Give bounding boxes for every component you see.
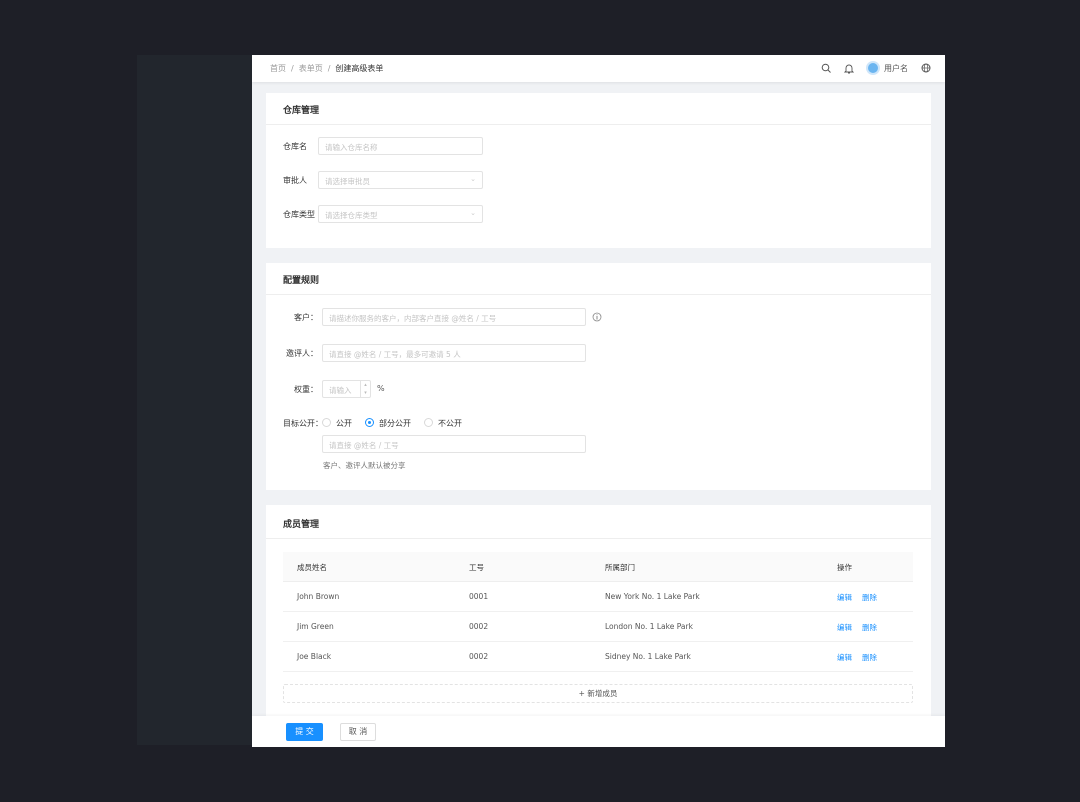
rules-card: 配置规则 客户： 请描述你服务的客户，内部客户直接 @姓名 / 工号 邀评人： … — [266, 263, 931, 490]
warehouse-name-label: 仓库名 — [283, 142, 307, 151]
warehouse-type-label: 仓库类型 — [283, 210, 315, 219]
side-panel — [137, 55, 252, 745]
approver-placeholder: 请选择审批员 — [325, 177, 370, 186]
member-id: 0002 — [469, 622, 489, 631]
radio-partial-label[interactable]: 部分公开 — [379, 419, 411, 428]
share-input[interactable]: 请直接 @姓名 / 工号 — [322, 435, 586, 453]
column-dept: 所属部门 — [605, 563, 635, 572]
edit-link[interactable]: 编辑 — [837, 623, 852, 632]
member-name: Joe Black — [297, 652, 332, 661]
delete-link[interactable]: 删除 — [862, 623, 877, 632]
radio-private-label[interactable]: 不公开 — [438, 419, 462, 428]
public-label: 目标公开： — [283, 419, 323, 428]
member-dept: Sidney No. 1 Lake Park — [605, 652, 691, 661]
app-window: 首页 / 表单页 / 创建高级表单 用户名 仓库管理 仓库名 请输入仓库名称 审批人 请… — [252, 55, 945, 747]
delete-link[interactable]: 删除 — [862, 593, 877, 602]
customer-input[interactable]: 请描述你服务的客户，内部客户直接 @姓名 / 工号 — [322, 308, 586, 326]
help-text: 客户、邀评人默认被分享 — [323, 461, 406, 470]
avatar[interactable] — [866, 61, 880, 75]
breadcrumb-home[interactable]: 首页 — [270, 64, 286, 73]
chevron-down-icon: ⌄ — [470, 175, 476, 183]
weight-input[interactable]: 请输入 ▴ ▾ — [322, 380, 371, 398]
bell-icon[interactable] — [844, 63, 854, 74]
divider — [266, 124, 931, 125]
add-member-button[interactable]: + 新增成员 — [283, 684, 913, 703]
table-row: Joe Black 0002 Sidney No. 1 Lake Park 编辑… — [283, 642, 913, 672]
column-name: 成员姓名 — [297, 563, 327, 572]
table-header: 成员姓名 工号 所属部门 操作 — [283, 552, 913, 582]
username[interactable]: 用户名 — [884, 64, 908, 73]
add-member-label: 新增成员 — [587, 689, 618, 698]
member-id: 0001 — [469, 592, 489, 601]
chevron-down-icon: ⌄ — [470, 209, 476, 217]
number-stepper[interactable]: ▴ ▾ — [360, 381, 370, 397]
radio-partial[interactable] — [365, 418, 374, 427]
weight-label: 权重： — [294, 385, 318, 394]
breadcrumb-current: 创建高级表单 — [335, 64, 384, 73]
invitee-input[interactable]: 请直接 @姓名 / 工号，最多可邀请 5 人 — [322, 344, 586, 362]
radio-public[interactable] — [322, 418, 331, 427]
member-dept: New York No. 1 Lake Park — [605, 592, 700, 601]
radio-private[interactable] — [424, 418, 433, 427]
warehouse-card: 仓库管理 仓库名 请输入仓库名称 审批人 请选择审批员 ⌄ 仓库类型 请选择仓库类… — [266, 93, 931, 248]
edit-link[interactable]: 编辑 — [837, 593, 852, 602]
column-actions: 操作 — [837, 563, 852, 572]
member-name: John Brown — [297, 592, 340, 601]
top-header: 首页 / 表单页 / 创建高级表单 用户名 — [252, 55, 945, 82]
divider — [266, 538, 931, 539]
approver-select[interactable]: 请选择审批员 ⌄ — [318, 171, 483, 189]
card-title: 成员管理 — [283, 520, 320, 530]
table-row: Jim Green 0002 London No. 1 Lake Park 编辑… — [283, 612, 913, 642]
weight-placeholder: 请输入 — [329, 386, 352, 395]
invitee-label: 邀评人： — [286, 349, 318, 358]
search-icon[interactable] — [821, 63, 831, 73]
customer-label: 客户： — [294, 313, 318, 322]
weight-unit: % — [377, 384, 385, 393]
delete-link[interactable]: 删除 — [862, 653, 877, 662]
warehouse-name-input[interactable]: 请输入仓库名称 — [318, 137, 483, 155]
table-row: John Brown 0001 New York No. 1 Lake Park… — [283, 582, 913, 612]
breadcrumb: 首页 / 表单页 / 创建高级表单 — [270, 64, 384, 73]
plus-icon: + — [578, 689, 588, 698]
member-dept: London No. 1 Lake Park — [605, 622, 693, 631]
submit-button[interactable]: 提 交 — [286, 723, 323, 741]
warehouse-type-select[interactable]: 请选择仓库类型 ⌄ — [318, 205, 483, 223]
members-card: 成员管理 成员姓名 工号 所属部门 操作 John Brown 0001 New… — [266, 505, 931, 716]
radio-public-label[interactable]: 公开 — [336, 419, 352, 428]
approver-label: 审批人 — [283, 176, 307, 185]
divider — [266, 294, 931, 295]
card-title: 配置规则 — [283, 276, 320, 286]
footer-toolbar: 提 交 取 消 — [252, 716, 945, 747]
member-id: 0002 — [469, 652, 489, 661]
card-title: 仓库管理 — [283, 106, 320, 116]
member-name: Jim Green — [297, 622, 334, 631]
globe-icon[interactable] — [921, 63, 931, 73]
warehouse-type-placeholder: 请选择仓库类型 — [325, 211, 378, 220]
edit-link[interactable]: 编辑 — [837, 653, 852, 662]
column-id: 工号 — [469, 563, 484, 572]
cancel-button[interactable]: 取 消 — [340, 723, 376, 741]
breadcrumb-forms[interactable]: 表单页 — [298, 64, 323, 73]
info-icon[interactable] — [592, 312, 602, 322]
